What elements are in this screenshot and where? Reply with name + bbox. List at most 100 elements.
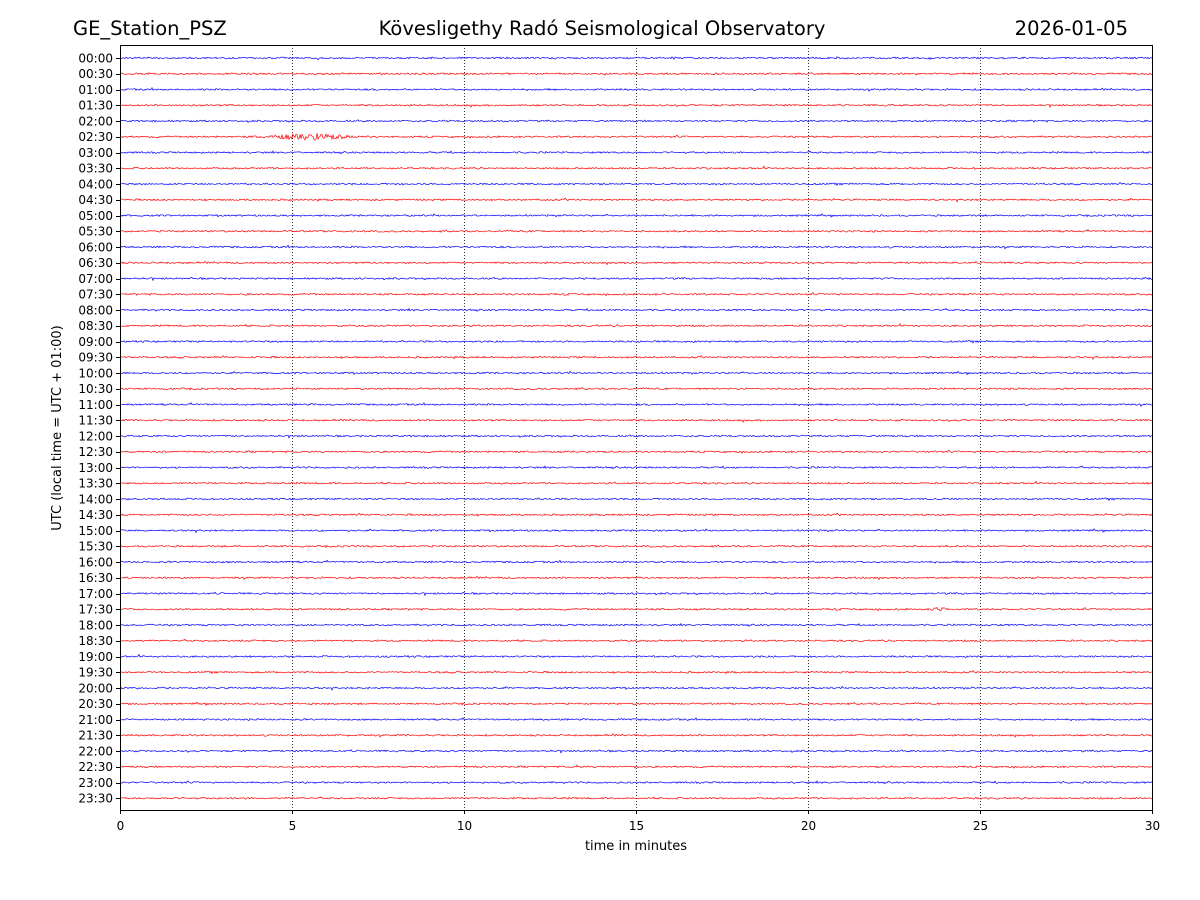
trace-2300 bbox=[119, 780, 1153, 785]
grid-lines bbox=[292, 45, 981, 810]
y-tick-label-1530: 15:30 bbox=[78, 540, 113, 554]
y-tick-label-0330: 03:30 bbox=[78, 162, 113, 176]
y-tick-label-0430: 04:30 bbox=[78, 193, 113, 207]
trace-1300 bbox=[119, 465, 1153, 470]
trace-0100 bbox=[119, 87, 1153, 92]
trace-2030 bbox=[119, 701, 1153, 707]
x-tick-label-25: 25 bbox=[973, 819, 988, 833]
y-tick-label-2330: 23:30 bbox=[78, 792, 113, 806]
trace-1900 bbox=[119, 653, 1153, 659]
y-tick-label-0600: 06:00 bbox=[78, 240, 113, 254]
trace-0400 bbox=[119, 182, 1153, 187]
x-tick-label-30: 30 bbox=[1145, 819, 1160, 833]
x-tick-label-15: 15 bbox=[629, 819, 644, 833]
y-tick-label-1630: 16:30 bbox=[78, 571, 113, 585]
y-tick-label-0700: 07:00 bbox=[78, 272, 113, 286]
trace-1430 bbox=[119, 512, 1153, 517]
y-tick-label-1730: 17:30 bbox=[78, 603, 113, 617]
y-tick-label-1930: 19:30 bbox=[78, 666, 113, 680]
trace-0630 bbox=[119, 260, 1153, 266]
y-tick-label-0000: 00:00 bbox=[78, 51, 113, 65]
y-tick-label-0500: 05:00 bbox=[78, 209, 113, 223]
trace-0800 bbox=[119, 307, 1153, 312]
y-tick-label-0100: 01:00 bbox=[78, 83, 113, 97]
y-tick-label-1230: 12:30 bbox=[78, 445, 113, 459]
trace-0900 bbox=[119, 339, 1153, 344]
y-tick-label-1330: 13:30 bbox=[78, 477, 113, 491]
plot-frame bbox=[120, 45, 1153, 811]
y-tick-label-2100: 21:00 bbox=[78, 713, 113, 727]
x-tick-label-20: 20 bbox=[801, 819, 816, 833]
station-name: GE_Station_PSZ bbox=[73, 17, 227, 40]
x-axis: 0 5 10 15 20 25 30 bbox=[117, 810, 1160, 833]
trace-0730 bbox=[119, 292, 1153, 297]
y-tick-label-2030: 20:30 bbox=[78, 697, 113, 711]
y-tick-label-1030: 10:30 bbox=[78, 382, 113, 396]
trace-0330 bbox=[119, 165, 1153, 170]
y-tick-label-1000: 10:00 bbox=[78, 366, 113, 380]
y-tick-label-1130: 11:30 bbox=[78, 414, 113, 428]
y-tick-label-1800: 18:00 bbox=[78, 618, 113, 632]
trace-1200 bbox=[119, 434, 1153, 439]
date-label: 2026-01-05 bbox=[1015, 17, 1128, 40]
chart-title: Kövesligethy Radó Seismological Observat… bbox=[379, 17, 826, 40]
trace-1230 bbox=[119, 449, 1153, 454]
y-tick-label-2000: 20:00 bbox=[78, 681, 113, 695]
trace-2200 bbox=[119, 749, 1153, 754]
trace-0200 bbox=[119, 119, 1153, 123]
x-tick-label-10: 10 bbox=[457, 819, 472, 833]
trace-0300 bbox=[119, 150, 1153, 155]
seismic-traces bbox=[119, 56, 1153, 800]
y-tick-label-1830: 18:30 bbox=[78, 634, 113, 648]
x-axis-label: time in minutes bbox=[585, 839, 687, 854]
trace-1730 bbox=[119, 606, 1153, 612]
trace-1930 bbox=[119, 669, 1153, 675]
trace-1700 bbox=[119, 591, 1153, 597]
y-tick-label-0130: 01:30 bbox=[78, 99, 113, 113]
trace-1030 bbox=[119, 387, 1153, 391]
trace-0030 bbox=[119, 72, 1153, 76]
y-tick-label-0830: 08:30 bbox=[78, 319, 113, 333]
y-tick-label-0300: 03:00 bbox=[78, 146, 113, 160]
trace-1830 bbox=[119, 638, 1153, 643]
trace-0500 bbox=[119, 213, 1153, 218]
y-tick-label-0630: 06:30 bbox=[78, 256, 113, 270]
y-tick-label-2130: 21:30 bbox=[78, 729, 113, 743]
y-tick-label-2300: 23:00 bbox=[78, 776, 113, 790]
trace-1630 bbox=[119, 575, 1153, 581]
trace-2000 bbox=[119, 685, 1153, 691]
trace-0700 bbox=[119, 276, 1153, 282]
trace-1000 bbox=[119, 370, 1153, 376]
trace-1100 bbox=[119, 402, 1153, 407]
y-tick-label-2200: 22:00 bbox=[78, 744, 113, 758]
y-tick-label-0230: 02:30 bbox=[78, 130, 113, 144]
y-tick-label-2230: 22:30 bbox=[78, 760, 113, 774]
y-tick-label-1300: 13:00 bbox=[78, 461, 113, 475]
y-tick-label-0400: 04:00 bbox=[78, 177, 113, 191]
trace-1800 bbox=[119, 622, 1153, 627]
x-tick-label-5: 5 bbox=[289, 819, 297, 833]
y-tick-label-1500: 15:00 bbox=[78, 524, 113, 538]
y-tick-label-1430: 14:30 bbox=[78, 508, 113, 522]
y-tick-label-1100: 11:00 bbox=[78, 398, 113, 412]
trace-0000 bbox=[119, 56, 1153, 61]
trace-0130 bbox=[119, 103, 1153, 108]
trace-2230 bbox=[119, 764, 1153, 769]
trace-1330 bbox=[119, 480, 1153, 485]
y-tick-label-0530: 05:30 bbox=[78, 225, 113, 239]
trace-1530 bbox=[119, 544, 1153, 549]
trace-0930 bbox=[119, 354, 1153, 361]
trace-0430 bbox=[119, 197, 1153, 203]
y-tick-label-1400: 14:00 bbox=[78, 492, 113, 506]
trace-0600 bbox=[119, 244, 1153, 250]
trace-2330 bbox=[119, 796, 1153, 800]
trace-0530 bbox=[119, 228, 1153, 233]
y-tick-label-0900: 09:00 bbox=[78, 335, 113, 349]
trace-2100 bbox=[119, 717, 1153, 722]
y-tick-label-0730: 07:30 bbox=[78, 288, 113, 302]
y-tick-label-0800: 08:00 bbox=[78, 303, 113, 317]
trace-1500 bbox=[119, 528, 1153, 534]
x-tick-label-0: 0 bbox=[117, 819, 125, 833]
